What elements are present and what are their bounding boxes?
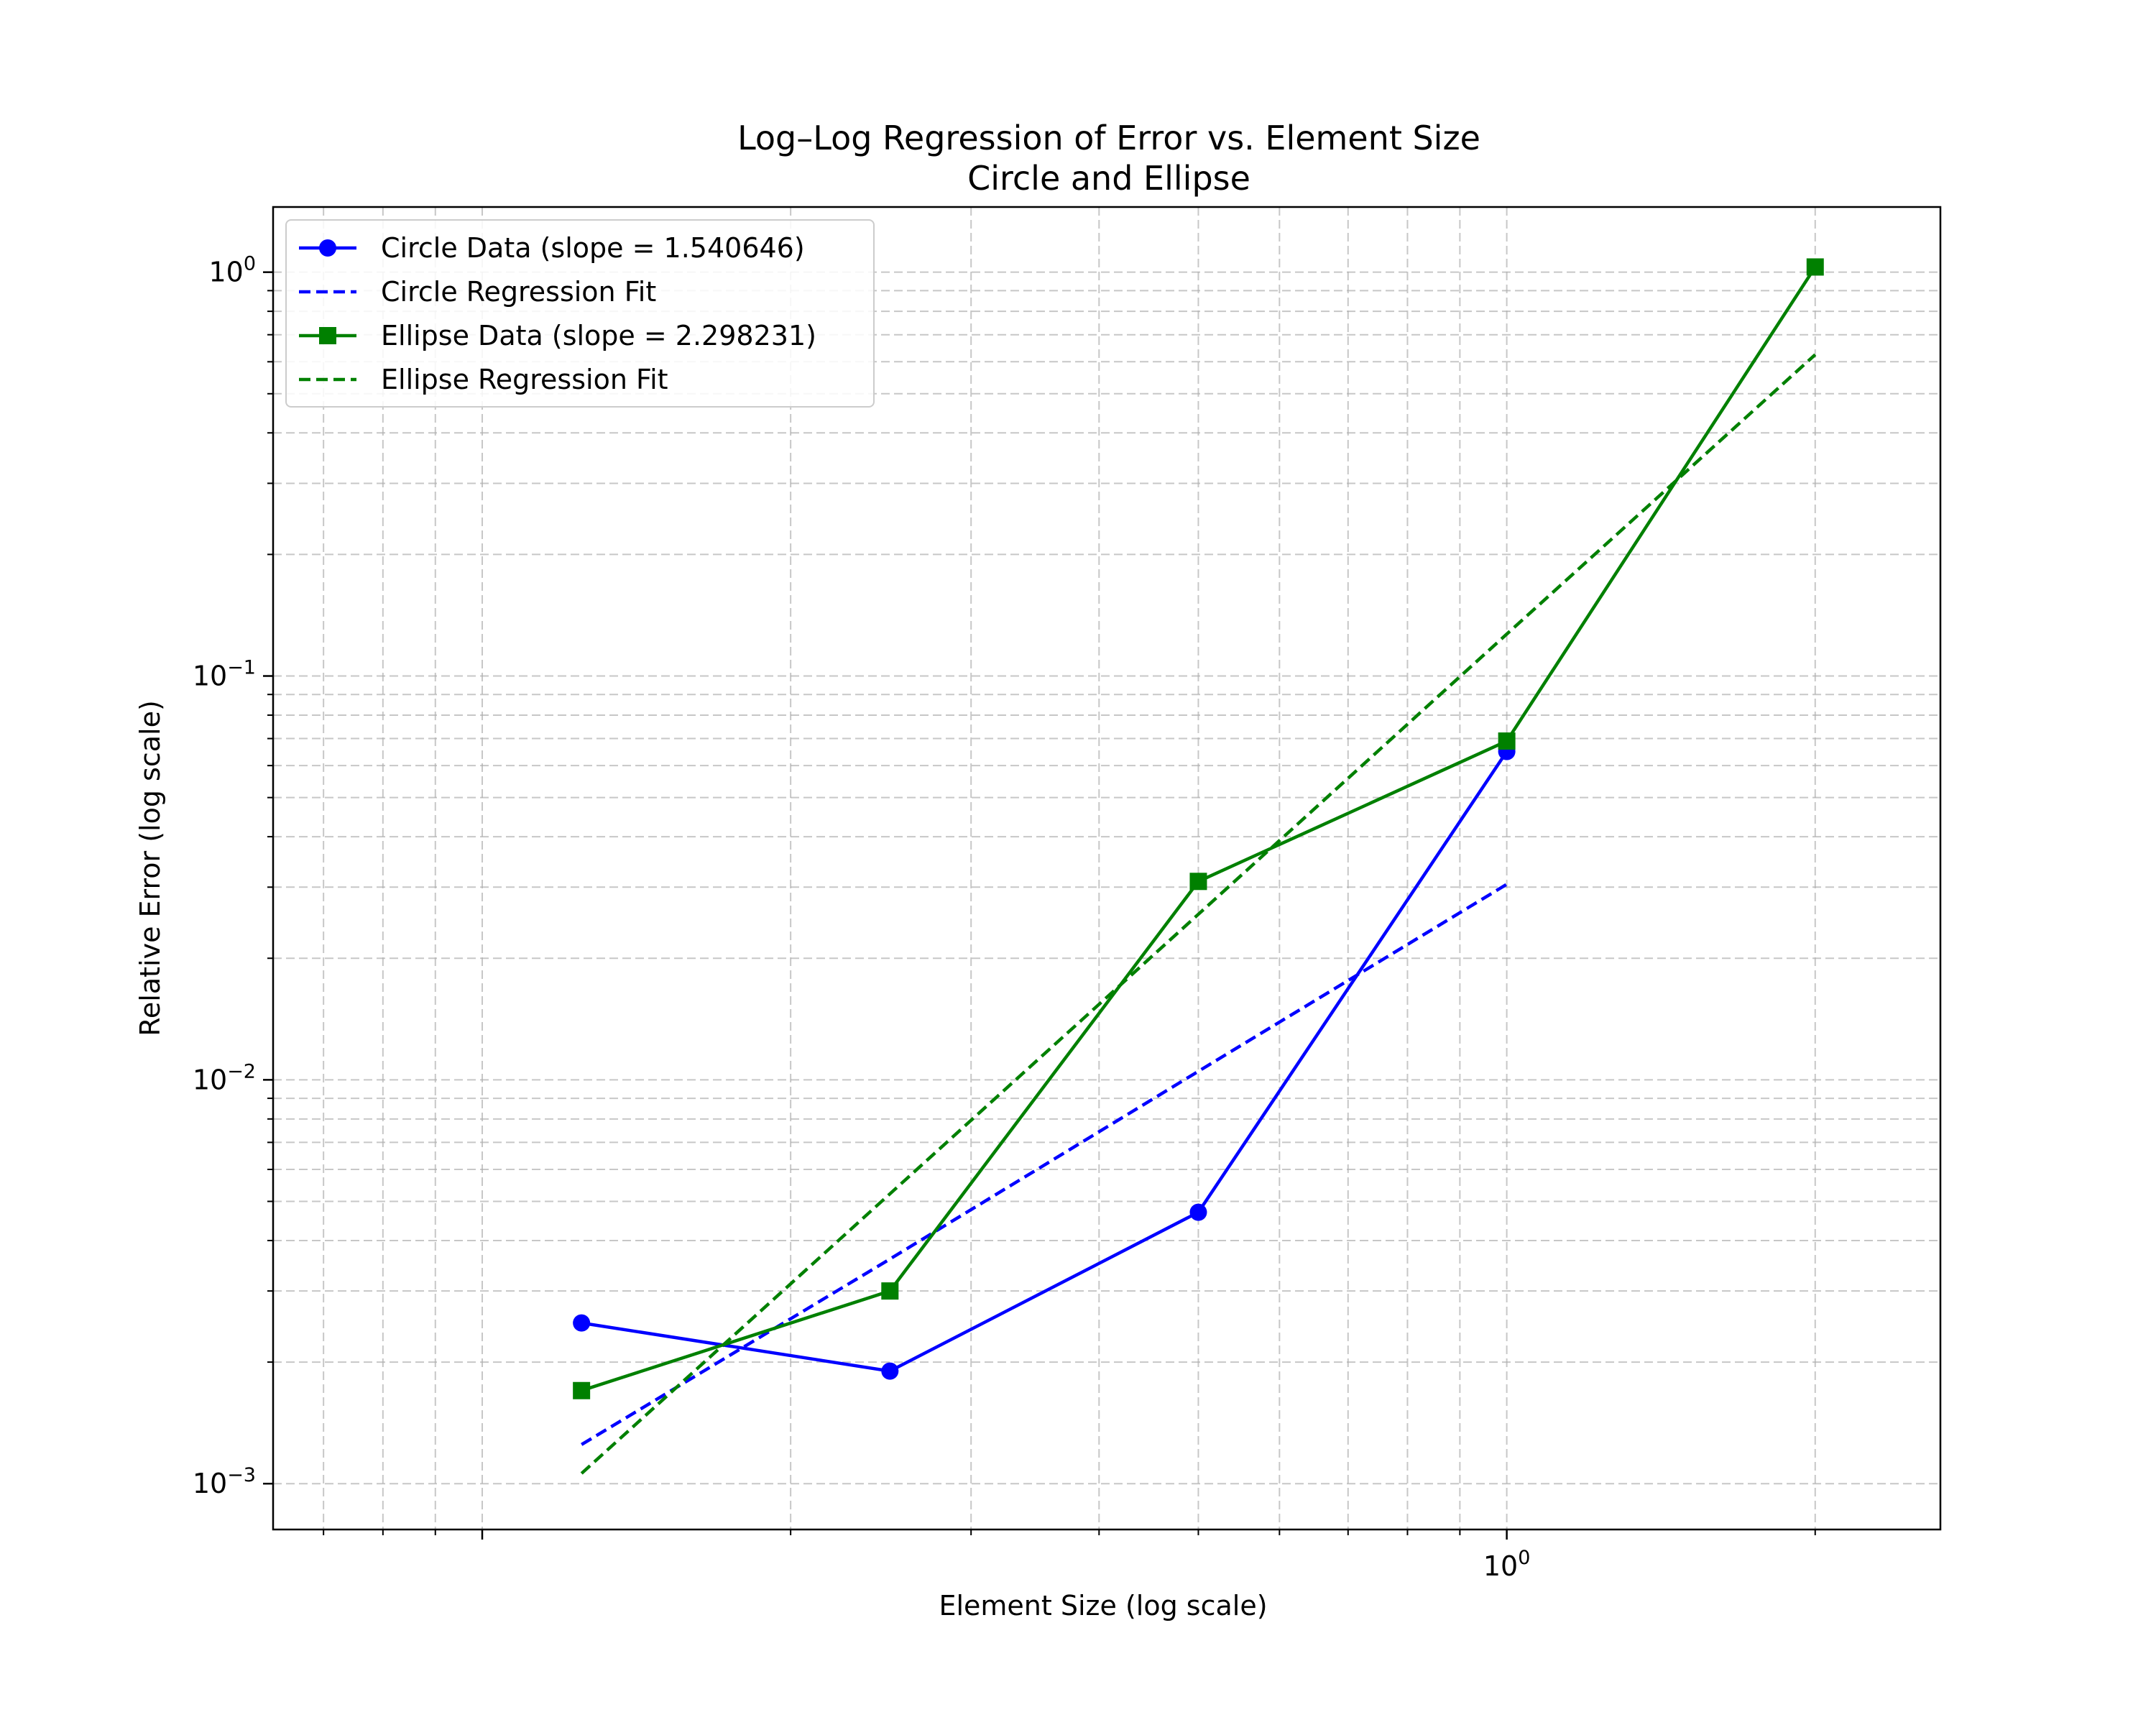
data-point	[573, 1381, 591, 1399]
legend: Circle Data (slope = 1.540646) Circle Reg…	[285, 219, 875, 408]
y-tick-label: 10−1	[193, 657, 256, 692]
data-point	[1498, 732, 1516, 750]
plot-area	[273, 207, 1940, 1530]
series-2	[581, 883, 1508, 1446]
legend-swatch-marker	[319, 239, 336, 257]
legend-label: Circle Data (slope = 1.540646)	[381, 232, 805, 264]
y-tick-label: 10−2	[193, 1060, 256, 1095]
series-layer	[573, 258, 1824, 1475]
grid	[273, 207, 1940, 1530]
series-4	[580, 353, 1817, 1475]
y-tick-label: 100	[208, 253, 256, 288]
legend-label: Circle Regression Fit	[381, 276, 656, 308]
legend-label: Ellipse Regression Fit	[381, 364, 668, 395]
y-tick-label: 10−3	[193, 1464, 256, 1499]
series-1	[573, 742, 1516, 1380]
data-point	[881, 1282, 899, 1300]
series-3	[573, 258, 1824, 1399]
legend-entry: Circle Regression Fit	[299, 276, 656, 308]
chart-subtitle: Circle and Ellipse	[967, 159, 1250, 198]
legend-entry: Circle Data (slope = 1.540646)	[299, 232, 805, 264]
regression-fit-line	[580, 353, 1817, 1475]
x-axis-label: Element Size (log scale)	[939, 1590, 1267, 1622]
data-point	[1806, 258, 1824, 276]
data-point	[1189, 873, 1207, 891]
regression-fit-line	[581, 883, 1508, 1446]
data-point	[573, 1314, 591, 1332]
y-axis-label: Relative Error (log scale)	[134, 700, 166, 1036]
legend-entry: Ellipse Data (slope = 2.298231)	[299, 320, 816, 351]
data-point	[881, 1362, 899, 1380]
data-point	[1189, 1203, 1207, 1221]
plot-frame	[272, 206, 1942, 1531]
legend-label: Ellipse Data (slope = 2.298231)	[381, 320, 816, 351]
chart-title: Log–Log Regression of Error vs. Element …	[737, 119, 1480, 157]
axis-ticks: 100 10−3 10−2 10−1 100	[193, 253, 1816, 1582]
legend-entry: Ellipse Regression Fit	[299, 364, 668, 395]
data-line	[581, 750, 1508, 1373]
x-tick-label: 100	[1483, 1547, 1531, 1582]
legend-box	[285, 219, 875, 408]
legend-swatch-marker	[319, 327, 336, 344]
